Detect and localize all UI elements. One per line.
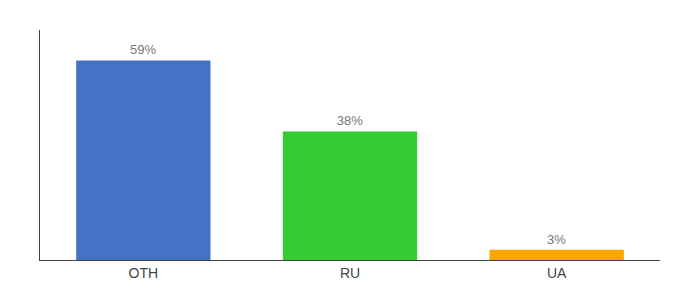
svg-text:UA: UA xyxy=(547,265,567,281)
svg-text:OTH: OTH xyxy=(129,265,159,281)
svg-text:RU: RU xyxy=(340,265,360,281)
svg-text:59%: 59% xyxy=(130,42,156,57)
svg-text:3%: 3% xyxy=(547,232,566,247)
svg-text:38%: 38% xyxy=(337,113,363,128)
